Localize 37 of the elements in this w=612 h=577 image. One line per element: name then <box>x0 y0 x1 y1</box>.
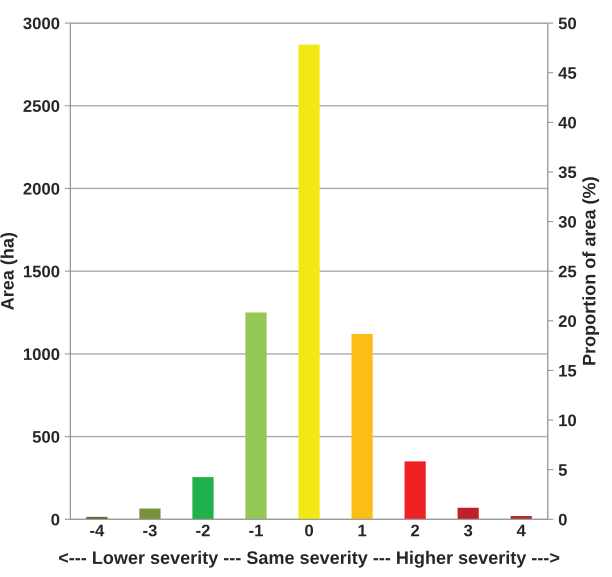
y2-tick-label: 25 <box>558 266 576 278</box>
bar <box>139 508 161 520</box>
x-tick-label: -4 <box>90 524 104 536</box>
y2-tick-label: 40 <box>558 116 576 129</box>
bar <box>298 44 320 520</box>
y2-axis-title: Proportion of area (%) <box>582 177 600 365</box>
y2-tick-label: 50 <box>558 17 576 30</box>
y2-tick-label: 5 <box>558 464 567 476</box>
y2-tick-label: 30 <box>558 216 576 228</box>
bar <box>458 508 479 520</box>
bar <box>404 461 426 520</box>
y-tick-label: 1000 <box>24 348 60 360</box>
y-tick-label: 1500 <box>24 266 60 278</box>
bar <box>351 334 373 520</box>
x-tick-label: -3 <box>143 524 157 536</box>
x-axis-title: <--- Lower severity --- Same severity --- Higher severity ---> <box>58 550 560 568</box>
y2-tick-label: 45 <box>558 67 576 79</box>
y-tick-label: 2000 <box>23 182 60 195</box>
x-tick-label: 1 <box>358 524 366 536</box>
x-tick-label: 3 <box>464 524 472 536</box>
x-tick-label: 4 <box>516 524 526 536</box>
x-tick-label: 0 <box>305 524 314 536</box>
x-tick-label: -2 <box>196 524 210 536</box>
y2-tick-label: 20 <box>558 315 576 328</box>
x-tick-label: 2 <box>411 524 420 536</box>
bar <box>245 312 267 520</box>
y2-tick-label: 15 <box>559 365 576 377</box>
y2-tick-label: 35 <box>558 166 576 178</box>
x-tick-label: -1 <box>249 524 263 536</box>
y-tick-label: 0 <box>51 514 60 526</box>
y2-tick-label: 10 <box>559 414 576 426</box>
y-tick-label: 500 <box>32 431 60 443</box>
bar <box>192 477 214 520</box>
y2-tick-label: 0 <box>558 514 567 526</box>
y-axis-title: Area (ha) <box>0 232 18 310</box>
y-tick-label: 2500 <box>23 100 60 112</box>
y-tick-label: 3000 <box>23 17 60 30</box>
